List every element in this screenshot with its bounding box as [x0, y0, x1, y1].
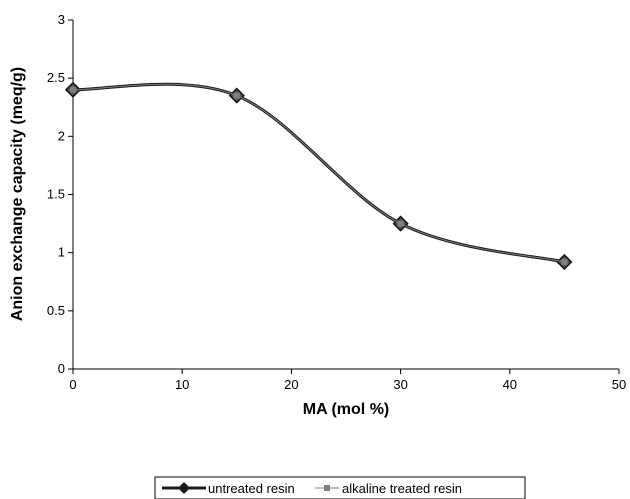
x-tick-label: 20 [284, 377, 298, 392]
legend-marker-diamond [178, 482, 190, 494]
legend-marker-square [324, 485, 330, 491]
legend-entry-untreated-resin: untreated resin [162, 481, 295, 496]
data-point-alkaline-treated-resin [397, 220, 404, 227]
series-line-untreated-resin [72, 82, 565, 264]
y-tick-label: 1.5 [47, 187, 65, 202]
legend-box [154, 476, 526, 499]
x-tick-label: 50 [612, 377, 626, 392]
data-point-alkaline-treated-resin [233, 92, 240, 99]
y-tick-label: 1 [58, 245, 65, 260]
legend: untreated resin alkaline treated resin [154, 476, 526, 499]
legend-entry-alkaline-treated-resin: alkaline treated resin [315, 481, 462, 496]
legend-label-untreated-resin: untreated resin [208, 481, 295, 496]
x-tick-label: 0 [69, 377, 76, 392]
legend-label-alkaline-treated-resin: alkaline treated resin [342, 481, 462, 496]
x-axis-title: MA (mol %) [303, 401, 390, 418]
series-line-alkaline-treated-resin [72, 83, 565, 263]
x-axis-ticks: 0 10 20 30 40 50 [69, 369, 626, 392]
data-point-alkaline-treated-resin [70, 86, 76, 93]
y-tick-label: 2.5 [47, 70, 65, 85]
y-tick-label: 0.5 [47, 303, 65, 318]
y-tick-label: 2 [58, 128, 65, 143]
x-tick-label: 10 [175, 377, 189, 392]
y-axis-ticks: 0 0.5 1 1.5 2 2.5 3 [47, 12, 73, 376]
plot-area [72, 20, 619, 370]
y-tick-label: 3 [58, 12, 65, 27]
x-tick-label: 40 [503, 377, 517, 392]
y-axis-title: Anion exchange capacity (meq/g) [9, 67, 26, 321]
x-tick-label: 30 [393, 377, 407, 392]
data-point-alkaline-treated-resin [561, 258, 568, 265]
y-tick-label: 0 [58, 361, 65, 376]
series-layer [64, 81, 573, 271]
